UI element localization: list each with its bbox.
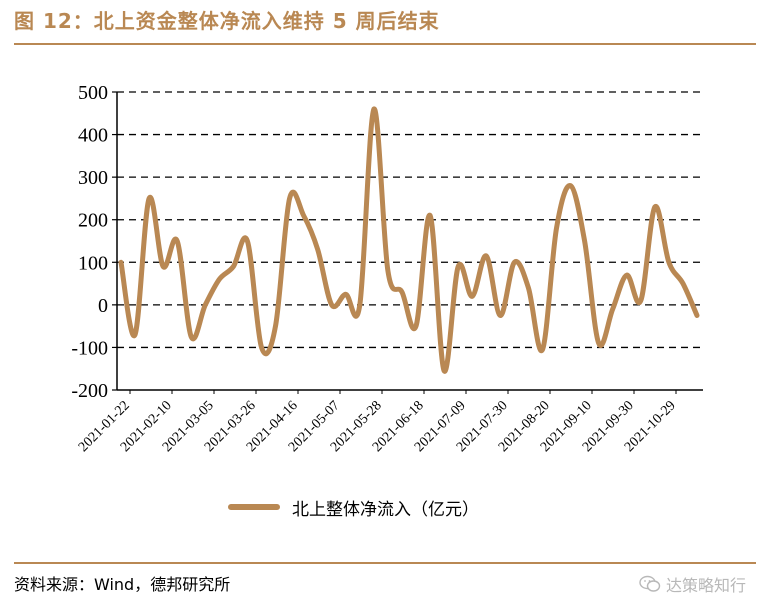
data-point: [273, 324, 278, 329]
y-tick-label: 400: [78, 125, 108, 147]
data-point: [624, 273, 629, 278]
data-point: [371, 107, 376, 112]
data-point: [498, 313, 503, 318]
data-point: [119, 260, 124, 265]
data-point: [357, 302, 362, 307]
axes: [112, 91, 703, 394]
data-point: [652, 204, 657, 209]
legend-swatch: [228, 504, 280, 510]
data-point: [568, 183, 573, 188]
data-point: [259, 345, 264, 350]
data-point: [456, 264, 461, 269]
y-tick-label: 0: [98, 295, 108, 317]
data-point: [399, 290, 404, 295]
data-point: [680, 281, 685, 286]
watermark-text: 达策略知行: [665, 576, 746, 595]
x-tick-labels: 2021-01-222021-02-102021-03-052021-03-26…: [76, 398, 679, 455]
chart-legend: 北上整体净流入（亿元）: [228, 494, 479, 520]
data-point: [695, 313, 700, 318]
series-line: [118, 106, 700, 374]
data-point: [540, 347, 545, 352]
data-point: [231, 264, 236, 269]
figure-title: 图 12：北上资金整体净流入维持 5 周后结束: [14, 9, 440, 33]
data-point: [512, 260, 517, 265]
data-point: [385, 268, 390, 273]
y-tick-label: 300: [78, 167, 108, 189]
watermark: 达策略知行: [639, 570, 746, 598]
footer-divider: [14, 562, 756, 564]
line-chart: -200 -100 0 100 200 300 400 500 2021-01-222021-…: [71, 82, 703, 455]
source-note: 资料来源：Wind，德邦研究所: [14, 575, 231, 594]
data-point: [526, 285, 531, 290]
data-point: [638, 298, 643, 303]
data-point: [470, 294, 475, 299]
data-point: [217, 277, 222, 282]
data-point: [189, 334, 194, 339]
data-point: [343, 292, 348, 297]
y-tick-labels: -200 -100 0 100 200 300 400 500: [71, 82, 108, 402]
data-point: [414, 324, 419, 329]
data-point: [301, 213, 306, 218]
data-point: [484, 253, 489, 258]
data-point: [610, 307, 615, 312]
data-point: [175, 239, 180, 244]
data-point: [582, 239, 587, 244]
data-point: [147, 196, 152, 201]
y-tick-label: 500: [78, 82, 108, 104]
data-point: [315, 247, 320, 252]
y-tick-label: 200: [78, 210, 108, 232]
data-point: [442, 368, 447, 373]
y-tick-label: -200: [71, 380, 108, 402]
data-point: [245, 239, 250, 244]
legend-label: 北上整体净流入（亿元）: [292, 499, 479, 520]
title-divider: [14, 43, 756, 45]
data-point: [161, 264, 166, 269]
data-point: [203, 302, 208, 307]
data-point: [329, 302, 334, 307]
grid-lines: [117, 91, 703, 349]
data-point: [287, 196, 292, 201]
data-point: [554, 226, 559, 231]
y-tick-label: 100: [78, 252, 108, 274]
data-point: [666, 260, 671, 265]
data-point: [428, 213, 433, 218]
wechat-icon: [639, 575, 661, 592]
data-point: [133, 332, 138, 337]
y-tick-label: -100: [71, 337, 108, 359]
data-point: [596, 341, 601, 346]
series-layer: [118, 106, 700, 374]
